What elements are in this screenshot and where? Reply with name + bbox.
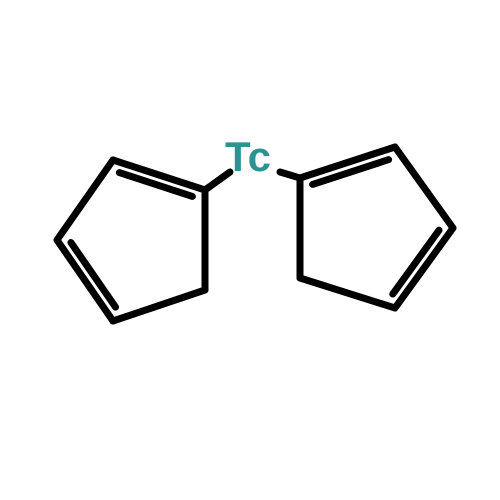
right-ring: [300, 147, 453, 308]
atom-label-tc: Tc: [225, 133, 271, 180]
left-ring: [57, 160, 205, 321]
molecule-canvas: Tc: [0, 0, 500, 500]
